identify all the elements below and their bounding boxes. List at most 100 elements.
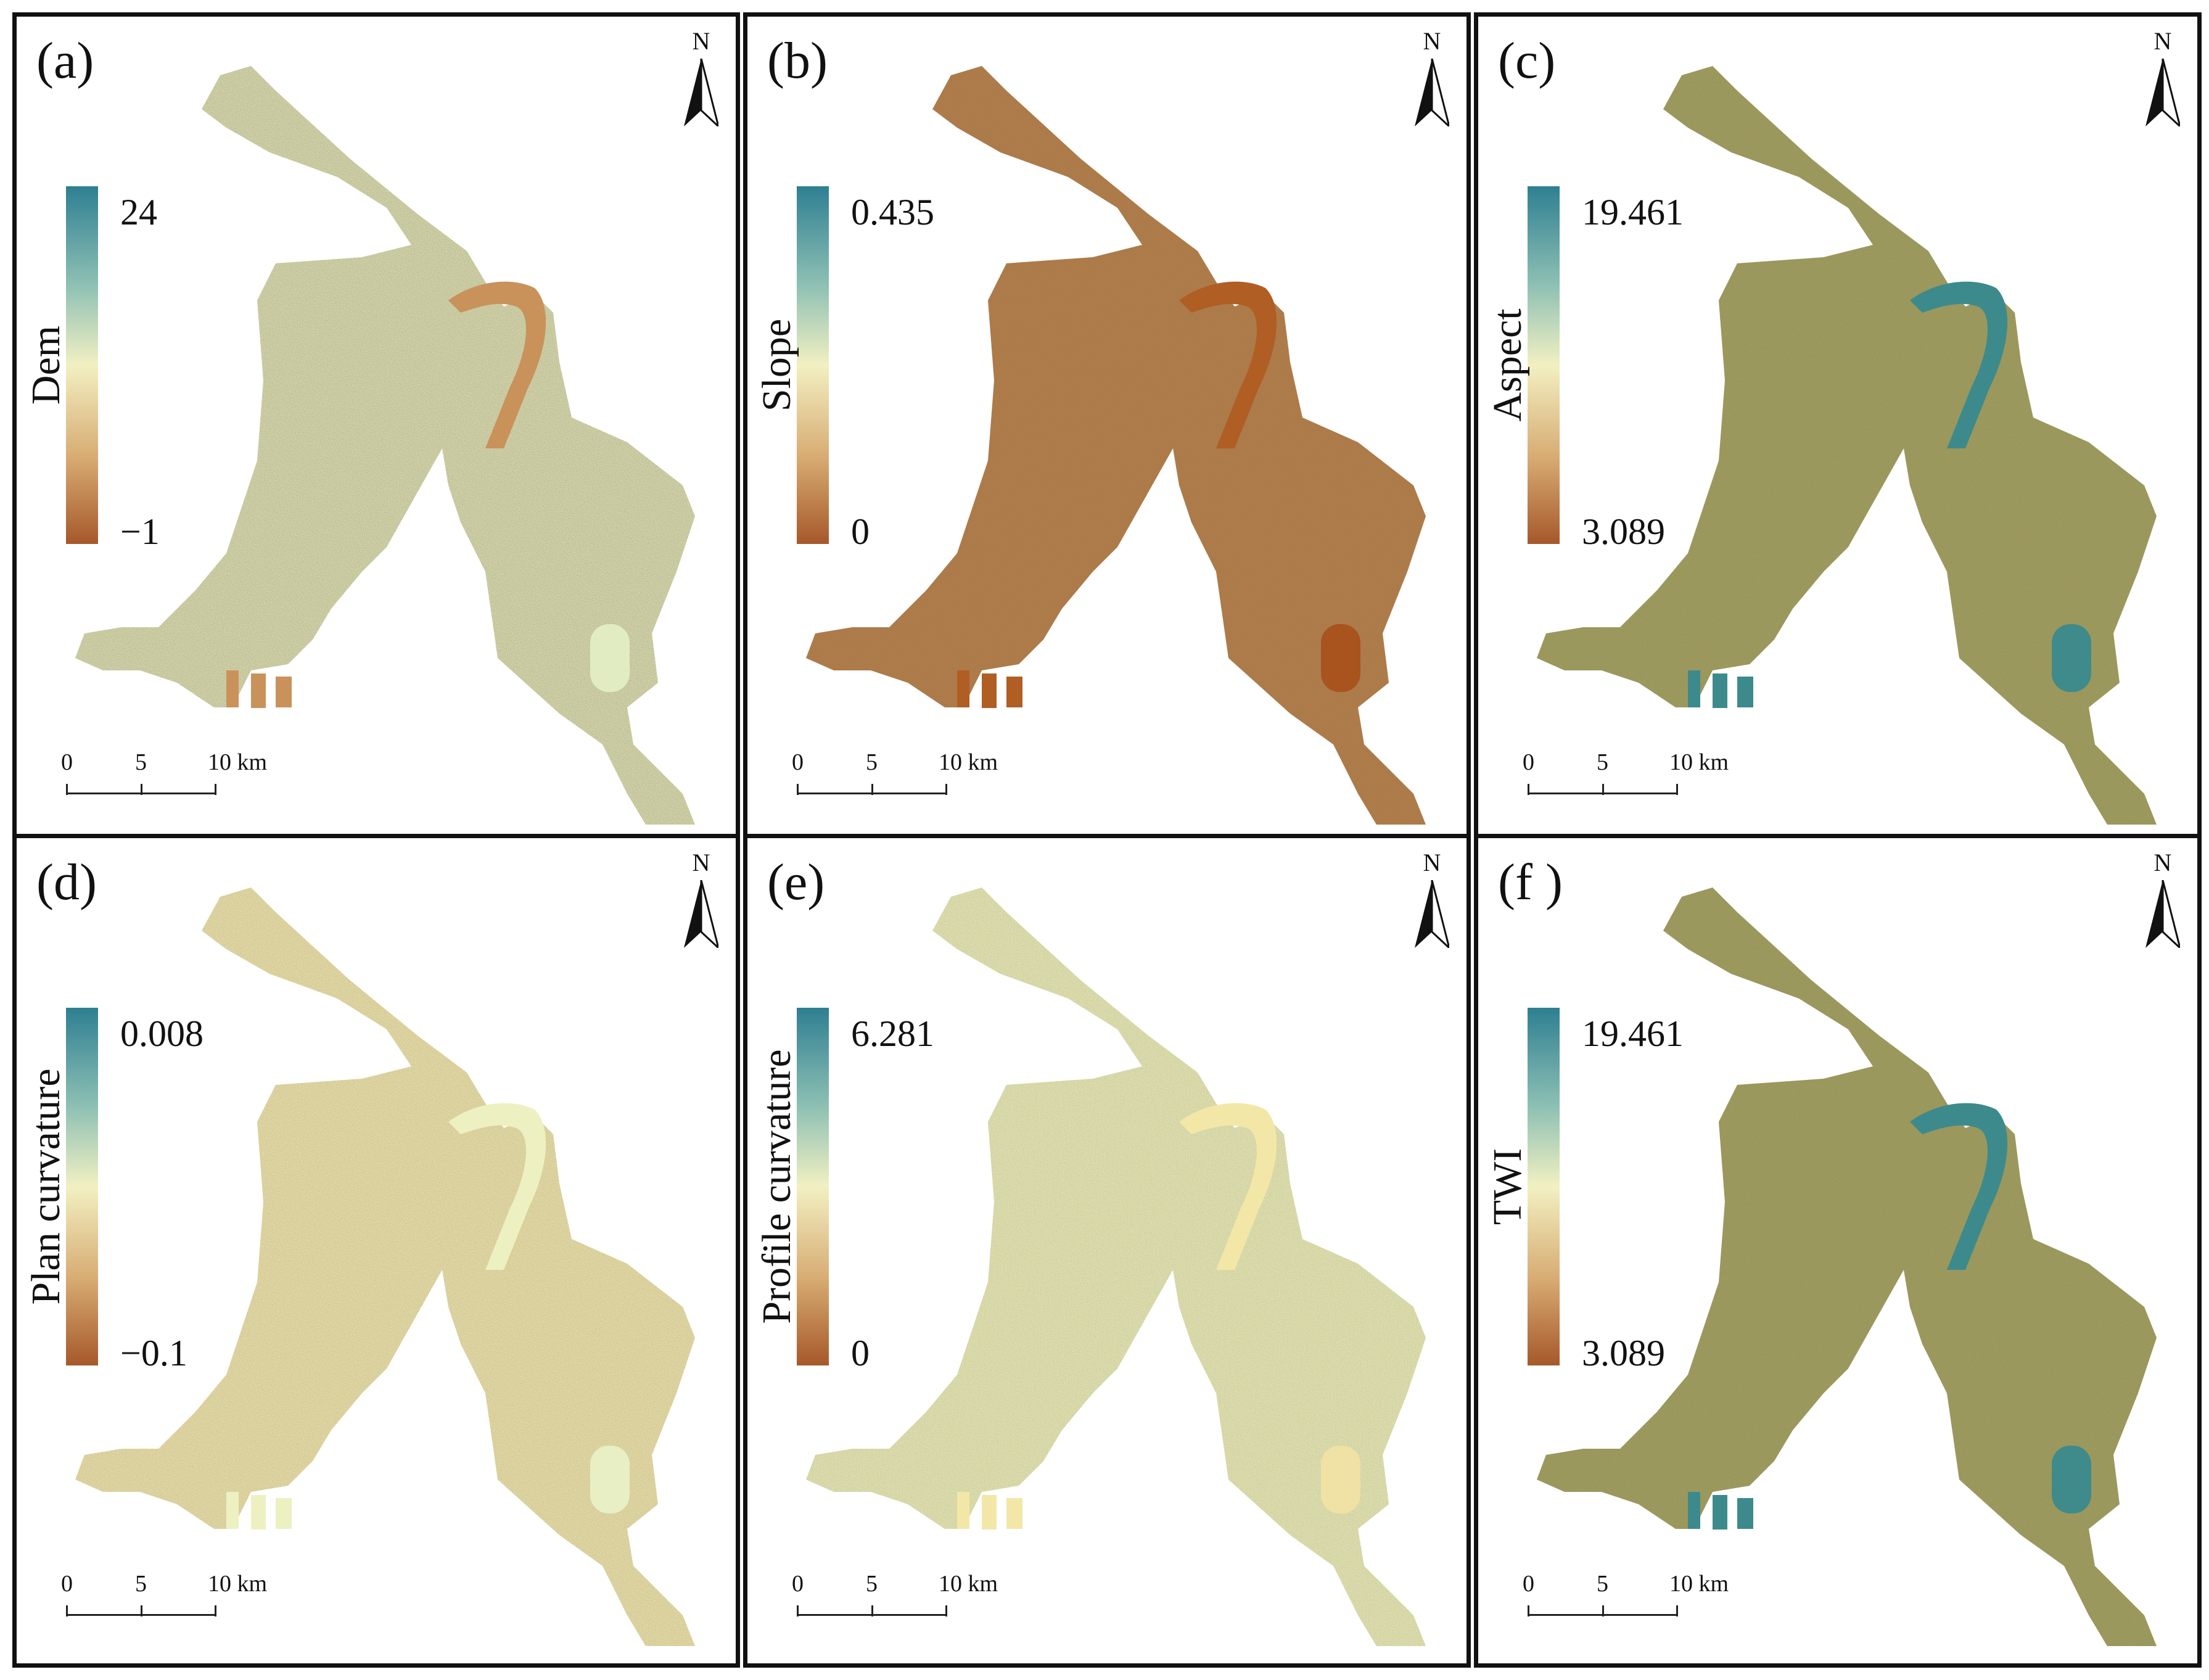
dock-strip — [982, 673, 997, 708]
panel-a: (a) N 24 −1 Dem 0 5 10 km — [12, 12, 740, 846]
scale-tick-label: 0 — [61, 1571, 73, 1597]
north-arrow-icon — [684, 59, 718, 126]
panel-label: (b) — [767, 32, 828, 89]
dock-strip — [226, 670, 239, 707]
dock-strip — [1737, 677, 1753, 707]
study-area-map — [75, 887, 695, 1646]
reservoir — [1321, 1446, 1360, 1513]
legend-max-value: 19.461 — [1582, 1013, 1684, 1054]
panel-label: (e) — [767, 854, 825, 911]
scale-tick-label: 5 — [866, 749, 878, 775]
dock-strip — [1688, 1492, 1700, 1529]
panel-d: (d) N 0.008 −0.1 Plan curvature 0 5 10 k… — [12, 834, 740, 1668]
scale-bar: 0 5 10 km — [61, 1571, 267, 1640]
dock-strip — [1737, 1498, 1753, 1529]
scale-tick-label: 10 km — [939, 1571, 998, 1597]
north-arrow-icon — [1415, 59, 1449, 126]
north-arrow-icon — [684, 880, 718, 948]
north-label: N — [692, 27, 710, 55]
legend-min-value: 0 — [851, 1333, 870, 1373]
dock-strip — [1688, 670, 1700, 707]
raster-texture — [1537, 887, 2157, 1646]
north-label: N — [2153, 27, 2172, 55]
reservoir — [590, 624, 630, 692]
color-ramp — [797, 1008, 829, 1365]
scale-tick-label: 5 — [135, 749, 147, 775]
raster-texture — [806, 66, 1426, 825]
scale-tick — [1602, 784, 1604, 795]
north-arrow-icon — [1415, 880, 1449, 948]
scale-tick-label: 0 — [792, 749, 804, 775]
dock-strip — [276, 1498, 292, 1529]
legend-min-value: −1 — [120, 511, 160, 552]
raster-texture — [75, 66, 695, 825]
scale-tick — [1676, 784, 1678, 795]
dock-strip — [957, 1492, 969, 1529]
study-area-map — [1537, 66, 2157, 825]
north-arrow: N — [1407, 29, 1457, 128]
legend-title: Aspect — [1485, 308, 1530, 422]
color-ramp — [797, 186, 829, 544]
panel-label: (f ) — [1498, 854, 1563, 911]
scale-tick — [1528, 784, 1529, 795]
dock-strip — [226, 1492, 239, 1529]
reservoir — [2052, 624, 2091, 692]
dock-strip — [1006, 677, 1022, 707]
legend-title: Dem — [23, 325, 68, 405]
scale-tick — [945, 1605, 947, 1616]
scale-tick — [215, 1605, 216, 1616]
scale-tick — [797, 784, 799, 795]
scale-tick — [871, 784, 873, 795]
legend-max-value: 19.461 — [1582, 192, 1684, 233]
scale-tick — [945, 784, 947, 795]
scale-bar: 0 5 10 km — [792, 749, 998, 818]
north-arrow: N — [2138, 850, 2187, 949]
dock-strip — [251, 1495, 266, 1530]
legend-max-value: 24 — [120, 192, 157, 233]
panel-f: (f ) N 19.461 3.089 TWI 0 5 10 km — [1474, 834, 2202, 1668]
scale-tick — [66, 784, 68, 795]
north-label: N — [1423, 849, 1441, 876]
scale-bar: 0 5 10 km — [1523, 751, 1729, 818]
color-ramp — [66, 1008, 98, 1365]
scale-tick-label: 10 km — [208, 1571, 268, 1597]
study-area-map — [1537, 887, 2157, 1646]
north-label: N — [692, 849, 710, 876]
scale-tick-label: 10 km — [1669, 749, 1729, 775]
raster-texture — [1537, 66, 2157, 825]
dock-strip — [957, 670, 969, 707]
scale-tick-label: 0 — [792, 1571, 804, 1597]
raster-texture — [806, 887, 1426, 1646]
legend-title: Plan curvature — [23, 1068, 68, 1305]
legend-min-value: −0.1 — [120, 1333, 187, 1373]
scale-tick — [1676, 1605, 1678, 1616]
north-arrow-icon — [2145, 59, 2180, 126]
dock-strip — [982, 1495, 997, 1530]
scale-tick-label: 5 — [135, 1571, 147, 1597]
scale-tick-label: 10 km — [208, 749, 268, 775]
north-arrow: N — [2138, 29, 2187, 128]
legend-min-value: 0 — [851, 511, 870, 552]
reservoir — [1321, 624, 1360, 692]
panel-c: (c) N 19.461 3.089 Aspect 0 5 10 km — [1474, 12, 2202, 846]
panel-b: (b) N 0.435 0 Slope 0 5 10 km — [743, 12, 1471, 846]
panel-label: (c) — [1498, 32, 1556, 89]
panel-label: (d) — [36, 854, 97, 911]
scale-tick-label: 10 km — [1669, 1571, 1729, 1597]
north-arrow-icon — [2145, 880, 2180, 948]
legend-title: TWI — [1485, 1148, 1530, 1225]
scale-tick-label: 5 — [866, 1571, 878, 1597]
legend-min-value: 3.089 — [1582, 511, 1665, 552]
scale-tick — [215, 784, 216, 795]
reservoir — [2052, 1446, 2091, 1513]
dock-strip — [276, 677, 292, 707]
color-ramp — [66, 186, 98, 544]
panel-e: (e) N 6.281 0 Profile curvature 0 5 10 k… — [743, 834, 1471, 1668]
scale-tick — [141, 1605, 142, 1616]
study-area-map — [806, 887, 1426, 1646]
legend-max-value: 0.435 — [851, 192, 934, 233]
north-label: N — [2153, 849, 2172, 876]
scale-tick — [797, 1605, 799, 1616]
scale-tick — [1602, 1605, 1604, 1616]
raster-texture — [75, 887, 695, 1646]
